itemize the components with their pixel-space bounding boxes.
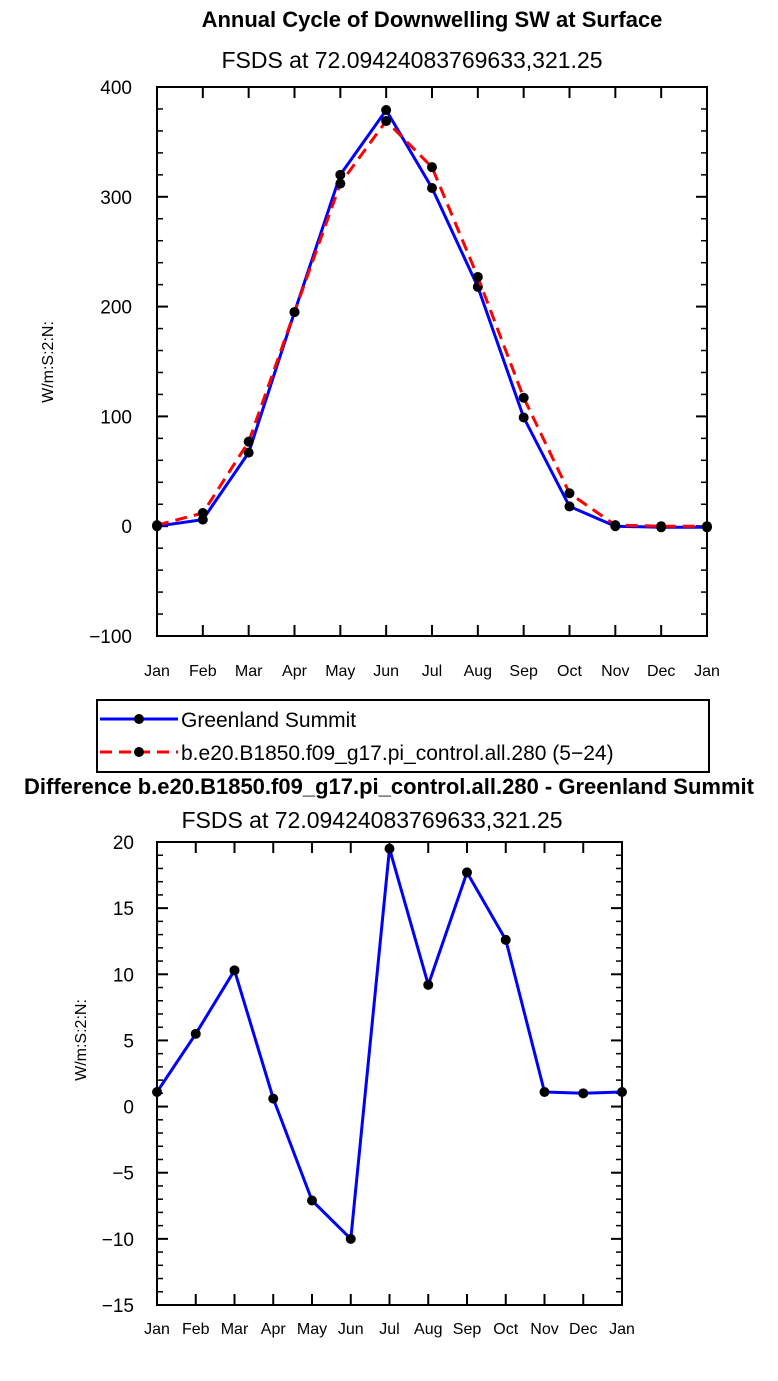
data-point-b-e20-b1850-f09-g17-pi-control-all-280-5-mar-2 (243, 436, 254, 447)
legend-swatch-marker-pi-control (134, 747, 144, 757)
x-tick-label: Nov (530, 1321, 558, 1338)
x-tick-label: Jan (144, 1321, 170, 1338)
x-tick-label: Feb (182, 1321, 210, 1338)
series-line-greenland-summit (156, 108, 707, 529)
data-point-greenland-summit-sep-8 (518, 412, 529, 423)
data-point-difference-oct-9 (500, 934, 511, 945)
annual-cycle-chart: Annual Cycle of Downwelling SW at Surfac… (40, 7, 720, 680)
data-point-difference-sep-8 (462, 867, 472, 878)
data-point-greenland-summit-oct-9 (564, 501, 575, 512)
legend: Greenland Summit b.e20.B1850.f09_g17.pi_… (96, 699, 710, 773)
data-point-difference-nov-10 (539, 1087, 550, 1098)
x-tick-label: Jan (144, 663, 170, 680)
y-tick-labels: −15 −10 −5 0 5 10 15 20 (102, 833, 134, 1317)
x-tick-label: May (325, 663, 355, 680)
y-tick-label: −15 (102, 1296, 134, 1317)
data-point-difference-may-4 (307, 1195, 317, 1206)
y-tick-label: −100 (89, 627, 132, 648)
data-point-greenland-summit-jul-6 (427, 183, 437, 194)
x-tick-label: Aug (464, 663, 492, 680)
x-tick-labels: Jan Feb Mar Apr May Jun Jul Aug Sep Oct Nov Dec Jan (144, 663, 720, 680)
data-point-greenland-summit-jun-5 (381, 105, 392, 116)
plot-series (152, 843, 627, 1244)
x-tick-label: Sep (453, 1321, 482, 1338)
x-tick-label: Aug (414, 1321, 442, 1338)
data-point-difference-aug-7 (423, 979, 434, 990)
data-point-difference-jun-5 (345, 1233, 356, 1244)
x-tick-label: Oct (557, 663, 582, 680)
x-tick-label: Jan (609, 1321, 635, 1338)
y-tick-label: 300 (100, 188, 132, 209)
y-tick-label: 0 (121, 517, 132, 538)
x-tick-label: Jul (379, 1321, 399, 1338)
plot-frame (156, 86, 708, 637)
data-point-b-e20-b1850-f09-g17-pi-control-all-280-5-jul-6 (427, 162, 437, 173)
x-tick-label: Apr (282, 663, 308, 680)
data-point-difference-feb-1 (190, 1028, 201, 1039)
x-tick-label: Mar (221, 1321, 249, 1338)
x-tick-label: Feb (189, 663, 217, 680)
x-tick-label: Jun (373, 663, 399, 680)
x-tick-label: Nov (601, 663, 629, 680)
y-tick-label: −5 (112, 1164, 134, 1185)
y-tick-label: 15 (113, 899, 134, 920)
x-tick-label: Dec (569, 1321, 597, 1338)
data-point-difference-mar-2 (229, 965, 240, 976)
chart-title: Difference b.e20.B1850.f09_g17.pi_contro… (24, 774, 755, 799)
data-point-b-e20-b1850-f09-g17-pi-control-all-280-5-may-4 (335, 178, 346, 189)
difference-chart: Difference b.e20.B1850.f09_g17.pi_contro… (24, 774, 755, 1338)
y-tick-label: 20 (113, 833, 134, 854)
data-point-b-e20-b1850-f09-g17-pi-control-all-280-5-sep-8 (518, 392, 529, 403)
x-tick-label: Jul (422, 663, 442, 680)
x-tick-label: Apr (261, 1321, 287, 1338)
chart-title: Annual Cycle of Downwelling SW at Surfac… (202, 7, 663, 32)
x-tick-label: Sep (509, 663, 538, 680)
data-point-b-e20-b1850-f09-g17-pi-control-all-280-5-feb-1 (197, 508, 208, 519)
x-tick-label: Oct (493, 1321, 518, 1338)
x-tick-label: Mar (235, 663, 263, 680)
y-tick-label: −10 (102, 1230, 134, 1251)
data-point-greenland-summit-mar-2 (243, 447, 254, 458)
legend-entry-pi-control: b.e20.B1850.f09_g17.pi_control.all.280 (… (181, 742, 614, 765)
data-point-greenland-summit-may-4 (335, 169, 346, 180)
y-tick-label: 10 (113, 965, 134, 986)
x-tick-label: May (297, 1321, 327, 1338)
legend-entry-greenland-summit: Greenland Summit (181, 709, 356, 732)
x-tick-labels: Jan Feb Mar Apr May Jun Jul Aug Sep Oct Nov Dec Jan (144, 1321, 635, 1338)
plot-series (152, 105, 712, 533)
x-tick-label: Jan (694, 663, 720, 680)
legend-swatch-marker-greenland-summit (134, 714, 144, 724)
chart-subtitle: FSDS at 72.09424083769633,321.25 (181, 807, 562, 833)
y-tick-label: 100 (100, 407, 132, 428)
y-axis-label: W/m:S:2:N: (40, 321, 57, 403)
y-tick-label: 400 (100, 78, 132, 99)
data-point-b-e20-b1850-f09-g17-pi-control-all-280-5-apr-3 (289, 307, 300, 318)
plot-frame (156, 841, 623, 1306)
y-axis-label: W/m:S:2:N: (73, 999, 90, 1081)
series-line-difference (155, 847, 623, 1241)
data-point-b-e20-b1850-f09-g17-pi-control-all-280-5-oct-9 (564, 488, 575, 499)
data-point-b-e20-b1850-f09-g17-pi-control-all-280-5-nov-10 (610, 520, 621, 531)
y-tick-label: 5 (123, 1031, 134, 1052)
data-point-b-e20-b1850-f09-g17-pi-control-all-280-5-dec-11 (656, 521, 667, 532)
data-point-difference-jul-6 (384, 843, 395, 854)
data-point-difference-dec-11 (578, 1088, 589, 1099)
y-tick-labels: −100 0 100 200 300 400 (89, 78, 132, 648)
tick-marks (156, 841, 623, 1306)
x-tick-label: Jun (338, 1321, 364, 1338)
data-point-b-e20-b1850-f09-g17-pi-control-all-280-5-jun-5 (381, 116, 392, 127)
y-tick-label: 0 (123, 1098, 134, 1119)
y-tick-label: 200 (100, 298, 132, 319)
chart-subtitle: FSDS at 72.09424083769633,321.25 (221, 47, 602, 73)
data-point-difference-apr-3 (268, 1093, 279, 1104)
data-point-b-e20-b1850-f09-g17-pi-control-all-280-5-aug-7 (472, 271, 483, 282)
legend-box (96, 699, 710, 773)
x-tick-label: Dec (647, 663, 675, 680)
